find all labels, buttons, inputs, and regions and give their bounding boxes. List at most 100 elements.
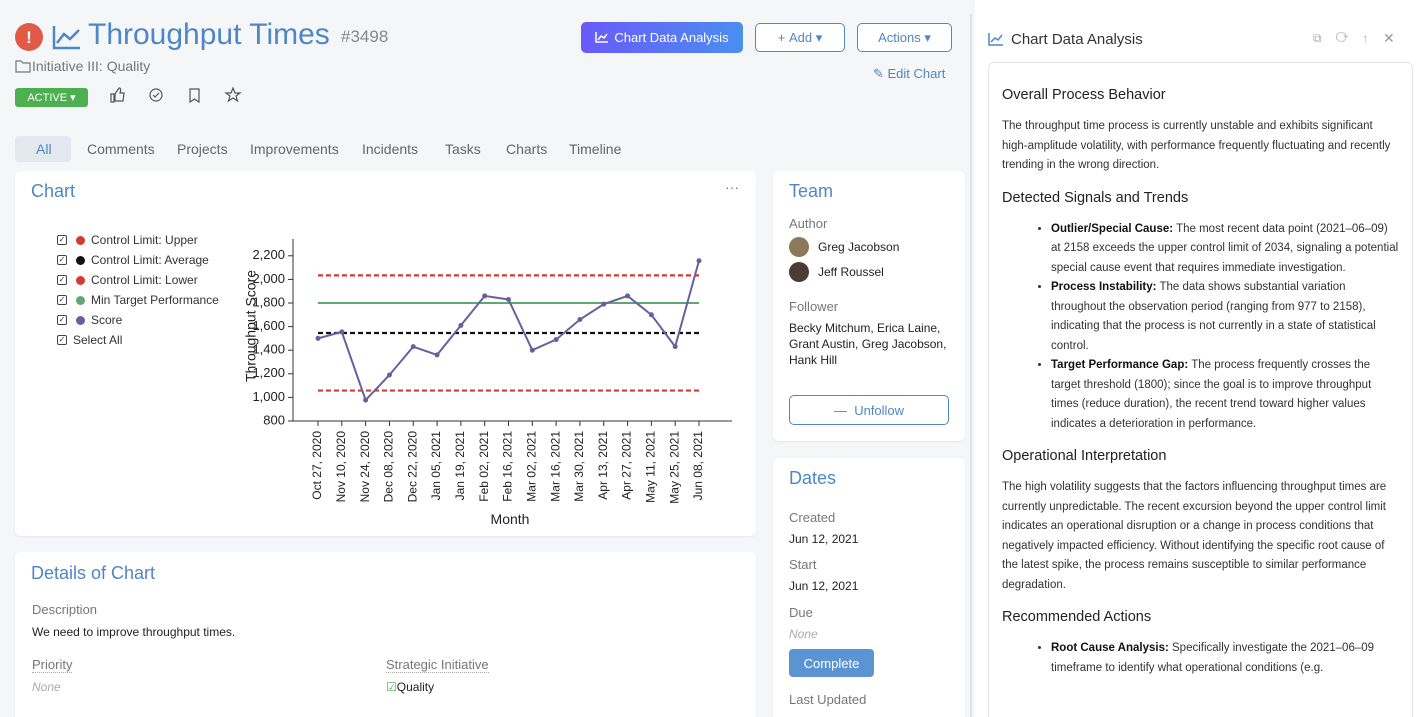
series-line xyxy=(317,260,700,402)
x-tick-label: Jan 05, 2021 xyxy=(429,431,443,501)
record-id: #3498 xyxy=(341,27,389,46)
actions-button[interactable]: Actions ▾ xyxy=(857,23,952,52)
tab[interactable]: Improvements xyxy=(250,141,339,157)
x-tick-label: Mar 02, 2021 xyxy=(524,431,538,502)
x-tick-label: Apr 13, 2021 xyxy=(596,431,610,500)
tab[interactable]: Comments xyxy=(87,141,155,157)
x-tick-label: Apr 27, 2021 xyxy=(620,431,634,500)
field-value: Jun 12, 2021 xyxy=(789,579,859,593)
chart: Throughput Score Month 800 1,000 1,200 1,40… xyxy=(243,239,732,527)
analysis-content: Overall Process Behavior The throughput t… xyxy=(988,62,1413,717)
legend-item[interactable]: ✓ Select All xyxy=(57,333,123,347)
card-title: Chart xyxy=(31,181,76,201)
legend-label: Score xyxy=(91,313,123,327)
legend-label: Min Target Performance xyxy=(91,293,219,307)
legend-item[interactable]: ✓ Min Target Performance xyxy=(57,293,219,307)
panel-title: Chart Data Analysis xyxy=(1011,31,1143,48)
data-point xyxy=(458,322,464,328)
bullet: Target Performance Gap: The process freq… xyxy=(1051,356,1399,434)
tab[interactable]: Charts xyxy=(506,141,548,157)
data-point xyxy=(363,397,369,403)
add-button[interactable]: + Add ▾ xyxy=(755,23,845,52)
avatar xyxy=(789,237,809,257)
chart-card: Chart ··· ✓ Control Limit: Upper ✓ Control… xyxy=(15,171,756,536)
bullet-list: Root Cause Analysis: Specifically invest… xyxy=(1002,639,1399,678)
section-heading: Operational Interpretation xyxy=(1002,448,1167,464)
y-tick-label: 800 xyxy=(263,412,285,427)
field-label: Created xyxy=(789,510,836,525)
y-axis-label: Throughput Score xyxy=(243,270,259,382)
section-heading: Detected Signals and Trends xyxy=(1002,189,1189,206)
action-icons[interactable] xyxy=(108,86,248,104)
legend-swatch xyxy=(76,275,85,285)
legend-swatch xyxy=(76,295,85,305)
bullet-list: Outlier/Special Cause: The most recent d… xyxy=(1002,220,1399,435)
data-point xyxy=(386,372,392,378)
y-tick-label: 1,200 xyxy=(252,365,285,380)
field-value: Jun 12, 2021 xyxy=(789,532,859,546)
panel-controls[interactable]: ⧉⟳↑ xyxy=(1313,31,1383,45)
edit-chart-link[interactable]: ✎ Edit Chart xyxy=(873,66,946,81)
y-tick-label: 1,600 xyxy=(252,318,285,333)
details-card: Details of Chart Description We need to … xyxy=(15,552,756,717)
field-value: We need to improve throughput times. xyxy=(32,625,236,639)
status-badge[interactable]: ACTIVE ▾ xyxy=(15,88,88,107)
bullet-text: Specifically investigate the 2021–06–09 … xyxy=(1051,642,1375,674)
data-point xyxy=(506,296,511,302)
x-tick-label: May 11, 2021 xyxy=(644,431,658,503)
author[interactable]: Greg Jacobson xyxy=(818,240,900,254)
folder-icon xyxy=(15,60,31,73)
tab[interactable]: Timeline xyxy=(569,141,622,157)
data-point xyxy=(529,347,535,353)
header: ! Throughput Times #3498 Initiative III:… xyxy=(0,0,970,125)
x-tick-label: May 25, 2021 xyxy=(667,431,681,504)
page-title: Throughput Times xyxy=(88,18,330,51)
data-point xyxy=(601,301,607,307)
chart-icon xyxy=(988,33,1003,46)
divider xyxy=(970,14,972,717)
complete-button[interactable]: Complete xyxy=(789,649,874,677)
tab[interactable]: All xyxy=(36,141,52,157)
analysis-button[interactable]: Chart Data Analysis xyxy=(581,22,743,53)
field-label: Author xyxy=(789,216,828,231)
paragraph: The throughput time process is currently… xyxy=(1002,120,1391,171)
legend-item[interactable]: ✓ Control Limit: Lower xyxy=(57,273,198,287)
menu-dots[interactable]: ··· xyxy=(725,179,739,195)
field-label: Follower xyxy=(789,299,839,314)
legend-item[interactable]: ✓ Control Limit: Average xyxy=(57,253,209,267)
button-label: Add xyxy=(788,30,813,45)
bullet-lead: Root Cause Analysis: xyxy=(1051,642,1169,654)
tab[interactable]: Projects xyxy=(177,141,228,157)
y-tick-label: 1,000 xyxy=(252,389,285,404)
close-button[interactable]: ✕ xyxy=(1383,30,1395,46)
initiative[interactable]: Initiative III: Quality xyxy=(32,58,151,74)
y-tick-label: 1,800 xyxy=(252,294,285,309)
legend-item[interactable]: ✓ Score xyxy=(57,313,123,327)
data-point xyxy=(410,344,416,350)
field-value: ☑Quality xyxy=(386,680,435,694)
x-tick-label: Jun 08, 2021 xyxy=(691,431,705,501)
field-label: Last Updated xyxy=(789,692,867,707)
field-label: Start xyxy=(789,557,817,572)
legend-swatch xyxy=(76,315,85,325)
tab[interactable]: Incidents xyxy=(362,141,419,157)
unfollow-button[interactable]: — Unfollow xyxy=(789,395,949,425)
svg-text:!: ! xyxy=(26,28,32,47)
bullet-lead: Target Performance Gap: xyxy=(1051,359,1189,371)
x-tick-label: Mar 16, 2021 xyxy=(548,431,562,502)
tab-selected-bg xyxy=(15,136,71,162)
data-point xyxy=(339,329,345,335)
author[interactable]: Jeff Roussel xyxy=(818,265,884,279)
tab[interactable]: Tasks xyxy=(445,141,481,157)
section-heading: Overall Process Behavior xyxy=(1002,87,1166,103)
legend-swatch xyxy=(76,255,85,265)
button-label: Actions xyxy=(878,30,921,45)
title-icons: ! xyxy=(15,23,80,51)
bullet: Root Cause Analysis: Specifically invest… xyxy=(1051,639,1399,678)
bullet: Outlier/Special Cause: The most recent d… xyxy=(1051,220,1399,279)
legend-item[interactable]: ✓ Control Limit: Upper xyxy=(57,233,198,247)
data-point xyxy=(625,293,631,299)
data-point xyxy=(434,352,440,358)
data-point xyxy=(577,317,583,323)
x-tick-label: Mar 30, 2021 xyxy=(572,431,586,502)
